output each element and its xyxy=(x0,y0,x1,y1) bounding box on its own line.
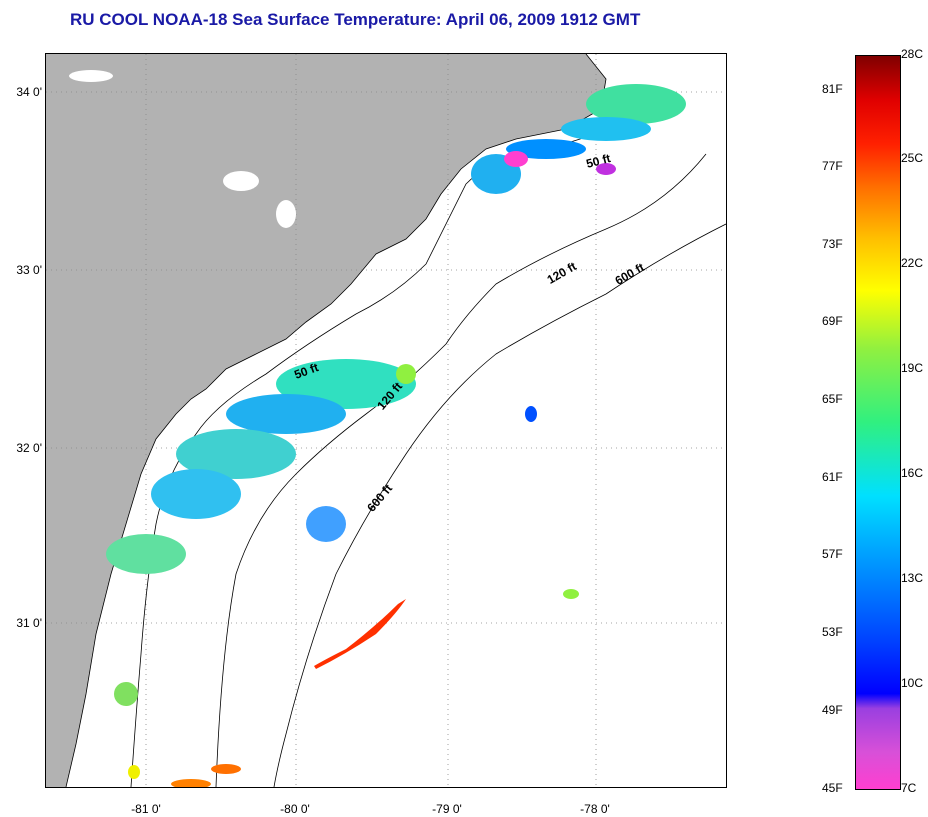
lat-label-33: 33 0' xyxy=(16,263,42,277)
lon-label-81: -81 0' xyxy=(131,802,161,816)
colorbar-f-label: 45F xyxy=(822,781,843,795)
contour-600ft xyxy=(273,223,726,787)
colorbar-f-label: 49F xyxy=(822,703,843,717)
map-canvas xyxy=(46,54,726,787)
colorbar-f-label: 53F xyxy=(822,625,843,639)
colorbar-f-label: 65F xyxy=(822,392,843,406)
colorbar-f-label: 77F xyxy=(822,159,843,173)
colorbar-c-label: 28C xyxy=(901,47,924,61)
colorbar-f-label: 69F xyxy=(822,314,843,328)
colorbar-f-label: 61F xyxy=(822,470,843,484)
colorbar-c-label: 7C xyxy=(901,781,917,795)
land-mass xyxy=(46,54,606,787)
lon-label-78: -78 0' xyxy=(580,802,610,816)
map-title: RU COOL NOAA-18 Sea Surface Temperature:… xyxy=(70,10,641,29)
colorbar-f-label: 73F xyxy=(822,237,843,251)
colorbar-c-label: 22C xyxy=(901,256,924,270)
cloud-mask xyxy=(69,70,296,228)
lat-label-32: 32 0' xyxy=(16,441,42,455)
colorbar-c-label: 25C xyxy=(901,151,924,165)
sst-patches xyxy=(106,84,686,787)
temperature-colorbar xyxy=(855,55,901,790)
colorbar-c-label: 13C xyxy=(901,571,924,585)
colorbar-f-label: 81F xyxy=(822,82,843,96)
colorbar-c-label: 16C xyxy=(901,466,924,480)
lon-label-80: -80 0' xyxy=(280,802,310,816)
lon-label-79: -79 0' xyxy=(432,802,462,816)
colorbar-c-label: 19C xyxy=(901,361,924,375)
lat-label-31: 31 0' xyxy=(16,616,42,630)
colorbar-c-label: 10C xyxy=(901,676,924,690)
sst-map[interactable]: 50 ft 120 ft 600 ft 50 ft 120 ft 600 ft xyxy=(45,53,727,788)
lat-label-34: 34 0' xyxy=(16,85,42,99)
colorbar-f-label: 57F xyxy=(822,547,843,561)
